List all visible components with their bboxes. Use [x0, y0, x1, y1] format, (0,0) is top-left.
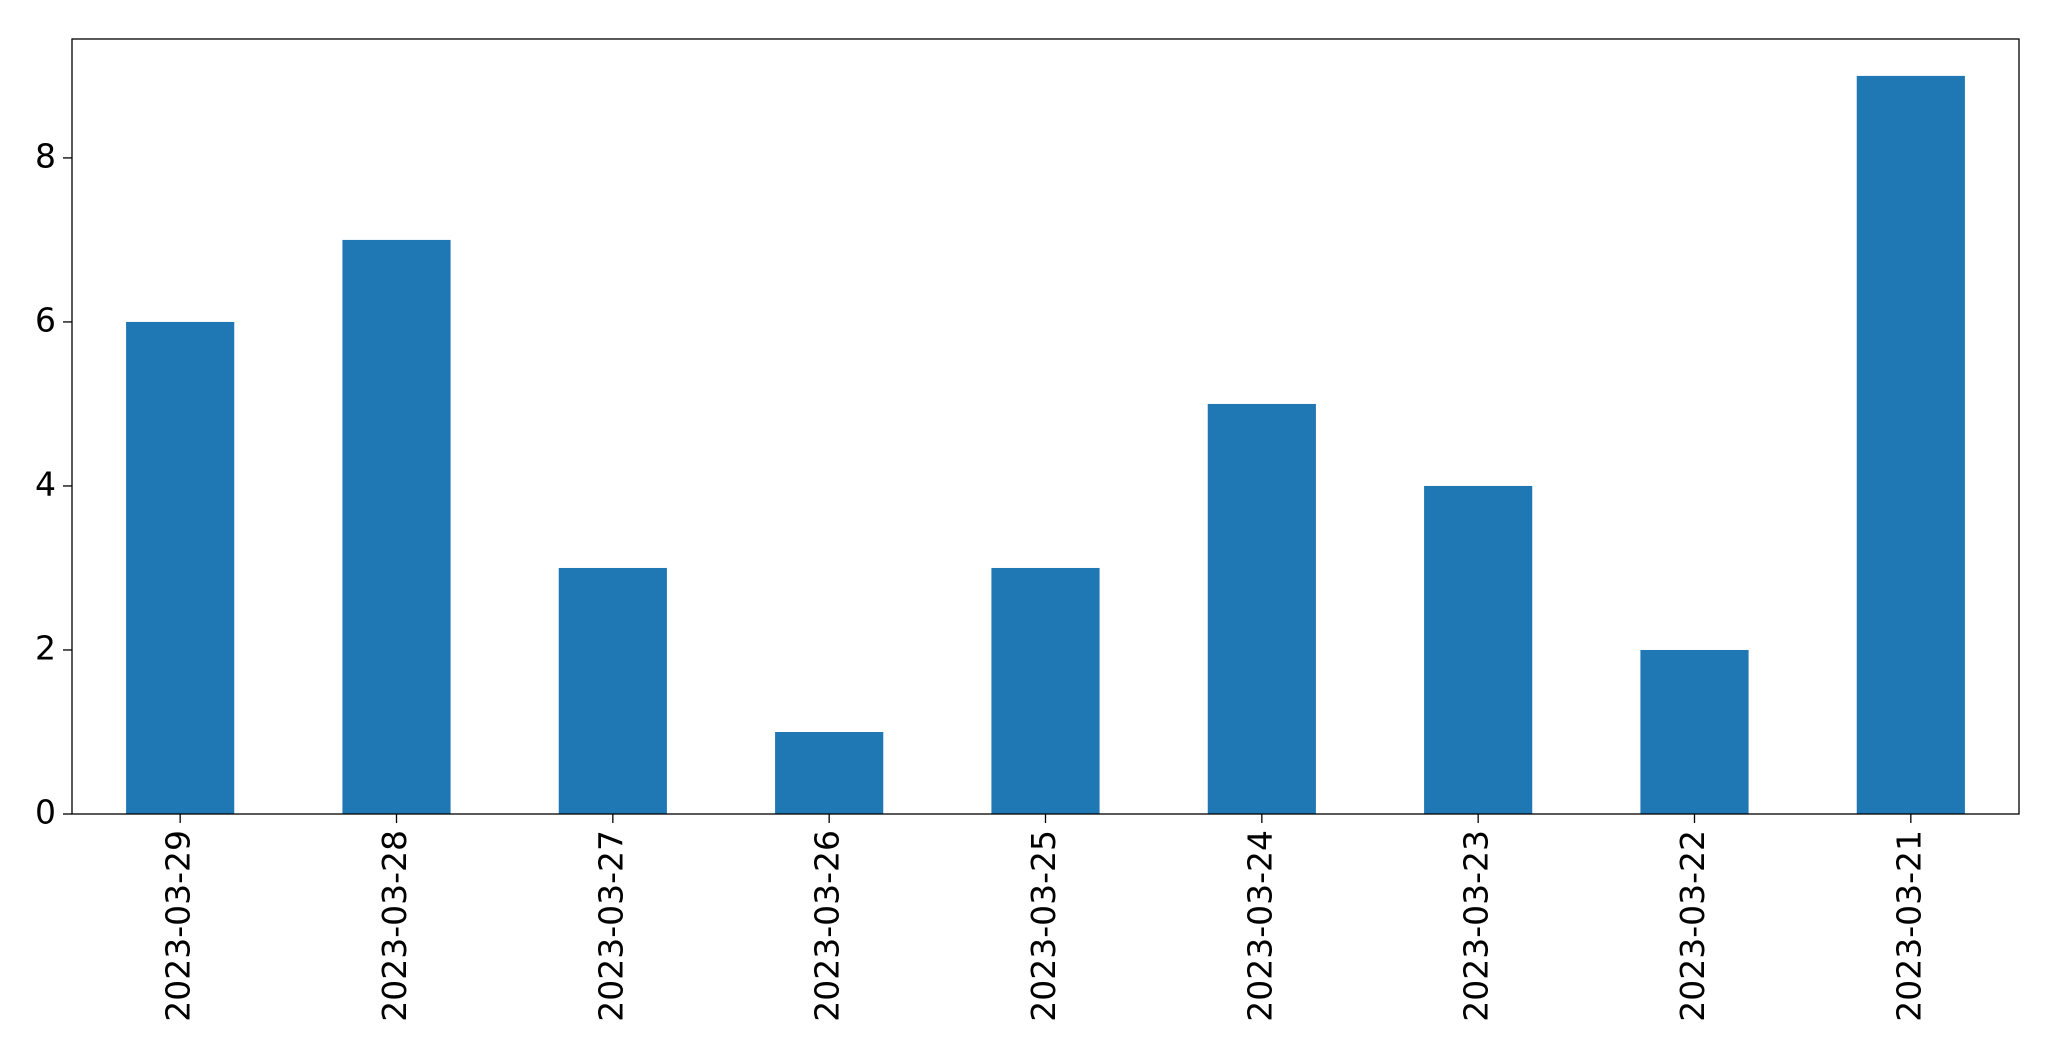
y-tick-label: 4: [35, 464, 56, 503]
x-tick-label: 2023-03-26: [808, 830, 847, 1022]
bar: [342, 239, 451, 815]
x-tick-label: 2023-03-24: [1240, 830, 1279, 1022]
bar: [1424, 485, 1533, 814]
x-tick-label: 2023-03-22: [1673, 830, 1712, 1022]
bar: [1640, 649, 1749, 814]
plot-frame: [71, 38, 2020, 815]
bar: [991, 567, 1100, 814]
y-tick-label: 6: [35, 300, 56, 339]
bar: [558, 567, 667, 814]
x-tick-label: 2023-03-27: [591, 830, 630, 1022]
bar: [1207, 403, 1316, 814]
x-tick-label: 2023-03-29: [159, 830, 198, 1022]
bar: [1856, 75, 1965, 814]
y-tick-label: 2: [35, 628, 56, 667]
bar: [126, 321, 235, 814]
x-tick-label: 2023-03-28: [375, 830, 414, 1022]
x-tick-label: 2023-03-25: [1024, 830, 1063, 1022]
x-tick-label: 2023-03-21: [1889, 830, 1928, 1022]
x-tick-label: 2023-03-23: [1457, 830, 1496, 1022]
y-tick-label: 0: [35, 793, 56, 832]
y-tick-label: 8: [35, 136, 56, 175]
bar: [775, 731, 884, 814]
